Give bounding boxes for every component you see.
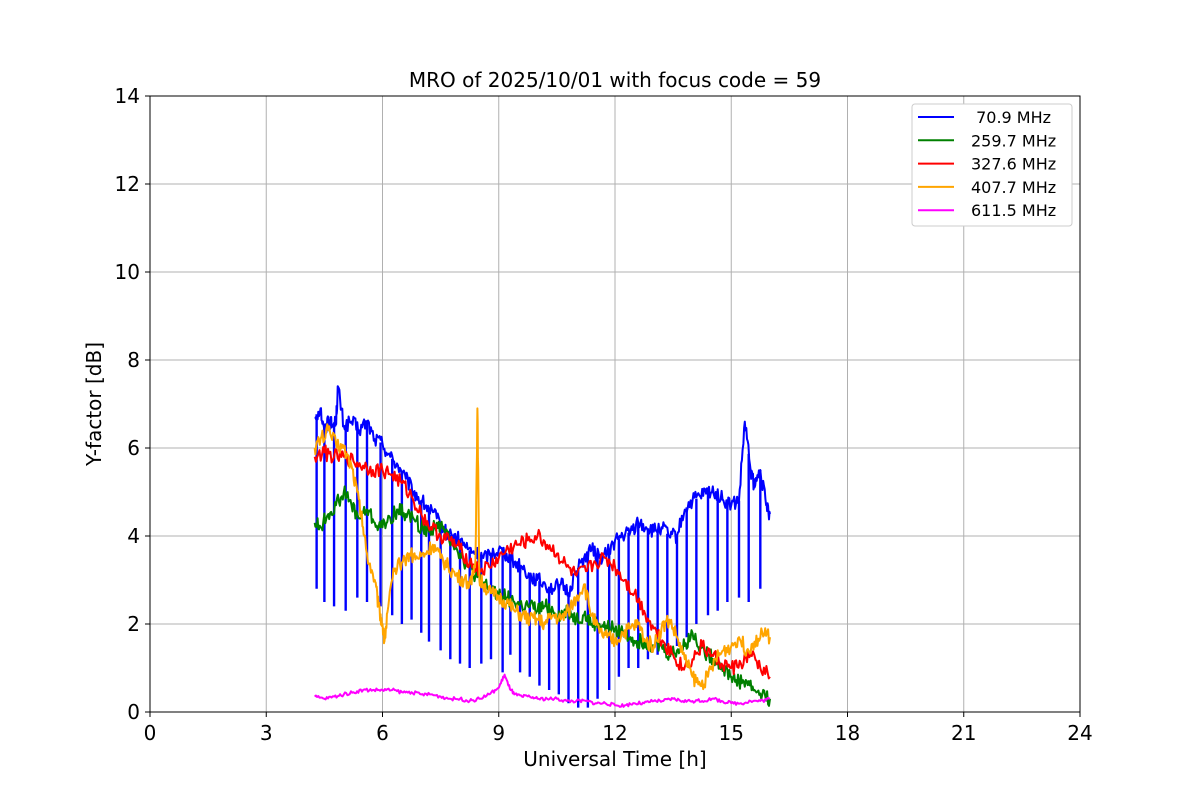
legend-entry-label: 407.7 MHz — [971, 178, 1056, 197]
series-2 — [313, 444, 771, 680]
plot-series — [313, 385, 771, 708]
y-tick-label: 0 — [127, 700, 140, 724]
y-tick-label: 4 — [127, 524, 140, 548]
y-tick-label: 2 — [127, 612, 140, 636]
x-tick-label: 18 — [835, 721, 860, 745]
series-0 — [314, 385, 771, 708]
legend-box — [911, 103, 1073, 227]
series-line — [314, 385, 771, 598]
legend-entry-label: 327.6 MHz — [971, 155, 1056, 174]
y-axis-label: Y-factor [dB] — [82, 342, 106, 467]
y-tick-label: 12 — [115, 172, 140, 196]
chart-title: MRO of 2025/10/01 with focus code = 59 — [409, 68, 821, 92]
y-tick-label: 14 — [115, 84, 140, 108]
legend-entry-label: 259.7 MHz — [971, 131, 1056, 150]
series-1 — [313, 485, 771, 707]
series-3 — [313, 407, 771, 691]
x-tick-label: 0 — [144, 721, 157, 745]
series-line — [313, 407, 771, 691]
x-tick-label: 15 — [719, 721, 744, 745]
legend: 70.9 MHz 259.7 MHz 327.6 MHz 407.7 MHz 611.5… — [911, 103, 1073, 227]
x-axis-label: Universal Time [h] — [523, 747, 706, 771]
legend-entry-label: 70.9 MHz — [971, 108, 1051, 127]
series-4 — [314, 673, 771, 708]
legend-entry-label: 611.5 MHz — [971, 201, 1056, 220]
y-tick-label: 10 — [115, 260, 140, 284]
series-line — [313, 444, 771, 680]
x-tick-label: 3 — [260, 721, 273, 745]
series-line — [313, 485, 771, 707]
x-tick-label: 6 — [376, 721, 389, 745]
x-tick-label: 12 — [602, 721, 627, 745]
series-line — [314, 673, 771, 708]
x-tick-label: 24 — [1067, 721, 1092, 745]
y-tick-label: 8 — [127, 348, 140, 372]
x-tick-label: 9 — [492, 721, 505, 745]
x-tick-label: 21 — [951, 721, 976, 745]
y-tick-label: 6 — [127, 436, 140, 460]
